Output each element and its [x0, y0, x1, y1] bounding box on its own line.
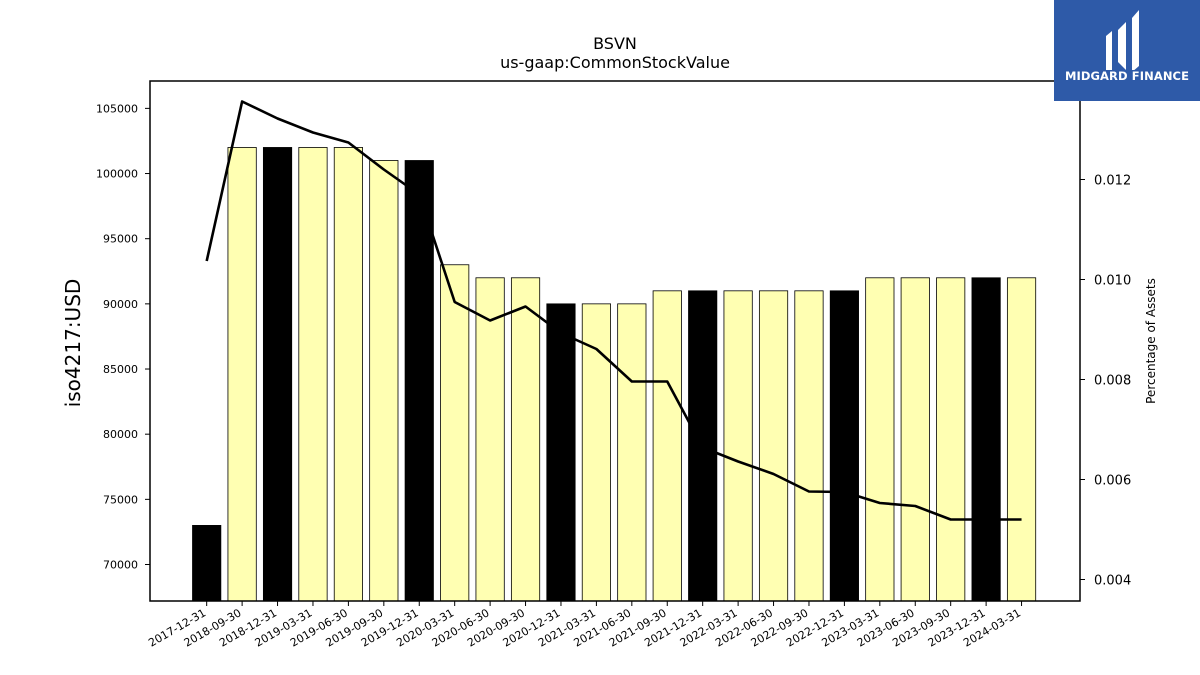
- bar: [333, 147, 363, 602]
- bar: [900, 277, 930, 602]
- bar: [936, 277, 966, 602]
- y2-tick-label: 0.012: [1094, 174, 1131, 189]
- bar: [298, 147, 328, 602]
- bar: [652, 290, 682, 602]
- y2-tick-label: 0.008: [1094, 374, 1131, 389]
- bar: [546, 303, 576, 602]
- y-tick-label: 90000: [103, 298, 138, 311]
- bar: [262, 147, 293, 602]
- y-tick-label: 75000: [103, 493, 138, 506]
- bar: [404, 160, 434, 602]
- midgard-finance-logo: MIDGARD FINANCE: [1054, 0, 1200, 101]
- bar: [617, 303, 647, 602]
- bar: [794, 290, 824, 602]
- bar: [192, 525, 222, 602]
- y2-tick-label: 0.006: [1094, 474, 1131, 489]
- percentage-of-assets-line: [205, 100, 1022, 521]
- y2-tick-label: 0.004: [1094, 574, 1131, 589]
- bar: [475, 277, 505, 602]
- logo-text: MIDGARD FINANCE: [1064, 69, 1190, 83]
- y-tick-label: 100000: [96, 168, 138, 181]
- bar: [510, 277, 541, 602]
- x-axis: 2017-12-312018-09-302018-12-312019-03-31…: [146, 601, 1023, 650]
- line-series: [205, 100, 1022, 521]
- bar: [971, 277, 1001, 602]
- plot-frame: [149, 80, 1081, 602]
- y-tick-label: 85000: [103, 363, 138, 376]
- bar: [227, 147, 257, 602]
- y-tick-label: 95000: [103, 233, 138, 246]
- y2-tick-label: 0.010: [1094, 274, 1131, 289]
- bar: [829, 290, 859, 602]
- y-tick-label: 105000: [96, 102, 138, 115]
- bar: [1006, 277, 1037, 602]
- bar: [723, 290, 753, 602]
- bar: [758, 290, 789, 602]
- y-tick-label: 80000: [103, 428, 138, 441]
- y-axis-label: iso4217:USD: [61, 279, 85, 408]
- bar-group: [192, 147, 1037, 602]
- y-axis: 70000 75000 80000 85000 90000 95000 100000 1050…: [96, 102, 150, 572]
- bar: [440, 264, 470, 602]
- y-tick-label: 70000: [103, 559, 138, 572]
- y2-axis: 0.004 0.006 0.008 0.010 0.012: [1080, 174, 1131, 589]
- chart-subtitle: us-gaap:CommonStockValue: [500, 53, 730, 72]
- logo-mark-icon: [1106, 10, 1139, 70]
- bar: [865, 277, 895, 602]
- bar: [581, 303, 611, 602]
- bar: [369, 160, 399, 602]
- chart-title: BSVN: [593, 34, 637, 53]
- y2-axis-label: Percentage of Assets: [1144, 278, 1158, 404]
